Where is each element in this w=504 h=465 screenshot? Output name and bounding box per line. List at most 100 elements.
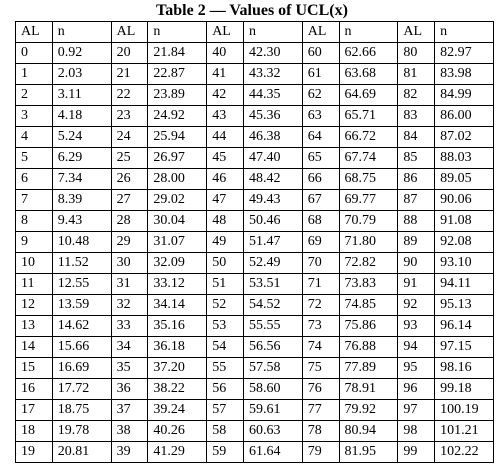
al-cell: 71 xyxy=(301,273,340,295)
al-cell: 94 xyxy=(397,336,436,358)
table-row: 3 4.18 23 24.92 43 45.36 63 65.71 83 86.00 xyxy=(15,105,494,127)
al-cell: 34 xyxy=(110,336,149,358)
al-cell: 46 xyxy=(206,168,244,190)
n-cell: 49.43 xyxy=(242,189,303,211)
al-cell: 40 xyxy=(206,42,244,64)
n-cell: 67.74 xyxy=(338,147,399,169)
n-cell: 72.82 xyxy=(338,252,399,274)
al-cell: 43 xyxy=(206,105,244,127)
al-cell: 4 xyxy=(15,126,53,148)
n-cell: 18.75 xyxy=(51,399,112,421)
n-cell: 42.30 xyxy=(242,42,303,64)
al-cell: 39 xyxy=(110,441,149,463)
al-cell: 15 xyxy=(15,357,53,379)
table-row: 19 20.81 39 41.29 59 61.64 79 81.95 99 102.22 xyxy=(15,441,494,463)
al-cell: 74 xyxy=(301,336,340,358)
al-cell: 5 xyxy=(15,147,53,169)
n-cell: 29.02 xyxy=(147,189,208,211)
al-cell: 2 xyxy=(15,84,53,106)
table-row: 9 10.48 29 31.07 49 51.47 69 71.80 89 92.08 xyxy=(15,231,494,253)
al-cell: 97 xyxy=(397,399,436,421)
n-cell: 71.80 xyxy=(338,231,399,253)
al-cell: 17 xyxy=(15,399,53,421)
n-cell: 80.94 xyxy=(338,420,399,442)
al-cell: 16 xyxy=(15,378,53,400)
n-cell: 69.77 xyxy=(338,189,399,211)
table-body: 0 0.92 20 21.84 40 42.30 60 62.66 80 82.97 1 2.03 21… xyxy=(15,42,494,463)
n-cell: 34.14 xyxy=(147,294,208,316)
n-cell: 23.89 xyxy=(147,84,208,106)
al-cell: 78 xyxy=(301,420,340,442)
n-cell: 101.21 xyxy=(434,420,494,442)
column-header-al: AL xyxy=(301,21,340,43)
n-cell: 43.32 xyxy=(242,63,303,85)
n-cell: 44.35 xyxy=(242,84,303,106)
table-row: 15 16.69 35 37.20 55 57.58 75 77.89 95 98.16 xyxy=(15,357,494,379)
table-row: 18 19.78 38 40.26 58 60.63 78 80.94 98 101.21 xyxy=(15,420,494,442)
al-cell: 68 xyxy=(301,210,340,232)
n-cell: 16.69 xyxy=(51,357,112,379)
al-cell: 36 xyxy=(110,378,149,400)
table-title: Table 2 — Values of UCL(x) xyxy=(156,2,348,19)
n-cell: 62.66 xyxy=(338,42,399,64)
al-cell: 89 xyxy=(397,231,436,253)
al-cell: 61 xyxy=(301,63,340,85)
table-row: 2 3.11 22 23.89 42 44.35 62 64.69 82 84.99 xyxy=(15,84,494,106)
n-cell: 63.68 xyxy=(338,63,399,85)
al-cell: 87 xyxy=(397,189,436,211)
n-cell: 56.56 xyxy=(242,336,303,358)
n-cell: 53.51 xyxy=(242,273,303,295)
column-header-n: n xyxy=(338,21,399,43)
al-cell: 72 xyxy=(301,294,340,316)
al-cell: 59 xyxy=(206,441,244,463)
al-cell: 14 xyxy=(15,336,53,358)
al-cell: 70 xyxy=(301,252,340,274)
al-cell: 10 xyxy=(15,252,53,274)
al-cell: 28 xyxy=(110,210,149,232)
al-cell: 29 xyxy=(110,231,149,253)
n-cell: 31.07 xyxy=(147,231,208,253)
table-row: 0 0.92 20 21.84 40 42.30 60 62.66 80 82.97 xyxy=(15,42,494,64)
al-cell: 98 xyxy=(397,420,436,442)
n-cell: 9.43 xyxy=(51,210,112,232)
al-cell: 18 xyxy=(15,420,53,442)
n-cell: 12.55 xyxy=(51,273,112,295)
al-cell: 88 xyxy=(397,210,436,232)
al-cell: 66 xyxy=(301,168,340,190)
column-header-n: n xyxy=(147,21,208,43)
n-cell: 26.97 xyxy=(147,147,208,169)
al-cell: 80 xyxy=(397,42,436,64)
al-cell: 42 xyxy=(206,84,244,106)
al-cell: 32 xyxy=(110,294,149,316)
n-cell: 46.38 xyxy=(242,126,303,148)
n-cell: 81.95 xyxy=(338,441,399,463)
n-cell: 37.20 xyxy=(147,357,208,379)
column-header-n: n xyxy=(242,21,303,43)
al-cell: 48 xyxy=(206,210,244,232)
al-cell: 99 xyxy=(397,441,436,463)
al-cell: 21 xyxy=(110,63,149,85)
al-cell: 9 xyxy=(15,231,53,253)
n-cell: 54.52 xyxy=(242,294,303,316)
table-row: 8 9.43 28 30.04 48 50.46 68 70.79 88 91.08 xyxy=(15,210,494,232)
al-cell: 65 xyxy=(301,147,340,169)
table-row: 13 14.62 33 35.16 53 55.55 73 75.86 93 96.14 xyxy=(15,315,494,337)
al-cell: 96 xyxy=(397,378,436,400)
al-cell: 69 xyxy=(301,231,340,253)
n-cell: 58.60 xyxy=(242,378,303,400)
al-cell: 73 xyxy=(301,315,340,337)
n-cell: 102.22 xyxy=(434,441,494,463)
n-cell: 78.91 xyxy=(338,378,399,400)
n-cell: 38.22 xyxy=(147,378,208,400)
al-cell: 25 xyxy=(110,147,149,169)
n-cell: 32.09 xyxy=(147,252,208,274)
n-cell: 74.85 xyxy=(338,294,399,316)
al-cell: 84 xyxy=(397,126,436,148)
al-cell: 93 xyxy=(397,315,436,337)
n-cell: 19.78 xyxy=(51,420,112,442)
n-cell: 94.11 xyxy=(434,273,494,295)
n-cell: 86.00 xyxy=(434,105,494,127)
n-cell: 30.04 xyxy=(147,210,208,232)
n-cell: 33.12 xyxy=(147,273,208,295)
table-row: 6 7.34 26 28.00 46 48.42 66 68.75 86 89.05 xyxy=(15,168,494,190)
